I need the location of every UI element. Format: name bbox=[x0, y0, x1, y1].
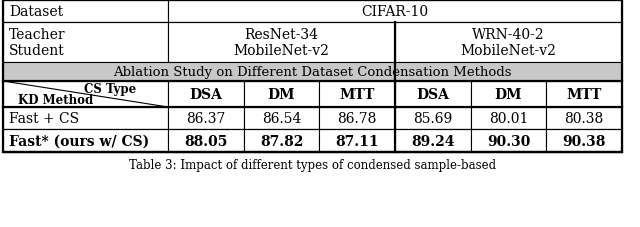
Text: MobileNet-v2: MobileNet-v2 bbox=[234, 44, 330, 58]
Bar bbox=[395, 108, 470, 129]
Bar bbox=[168, 108, 244, 129]
Text: Ablation Study on Different Dataset Condensation Methods: Ablation Study on Different Dataset Cond… bbox=[113, 66, 512, 79]
Text: 90.30: 90.30 bbox=[487, 134, 530, 148]
Bar bbox=[395, 129, 470, 152]
Bar bbox=[547, 129, 622, 152]
Text: ResNet-34: ResNet-34 bbox=[244, 28, 319, 42]
Text: Fast* (ours w/ CS): Fast* (ours w/ CS) bbox=[9, 134, 149, 148]
Text: CS Type: CS Type bbox=[84, 83, 136, 96]
Text: Teacher: Teacher bbox=[9, 28, 66, 42]
Bar bbox=[244, 108, 319, 129]
Bar bbox=[168, 23, 395, 63]
Text: MTT: MTT bbox=[339, 88, 375, 101]
Text: 86.78: 86.78 bbox=[337, 111, 377, 126]
Text: 88.05: 88.05 bbox=[184, 134, 228, 148]
Bar bbox=[547, 108, 622, 129]
Text: DM: DM bbox=[495, 88, 522, 101]
Text: MobileNet-v2: MobileNet-v2 bbox=[461, 44, 556, 58]
Text: 86.37: 86.37 bbox=[186, 111, 225, 126]
Text: WRN-40-2: WRN-40-2 bbox=[472, 28, 545, 42]
Text: 87.11: 87.11 bbox=[335, 134, 379, 148]
Text: MTT: MTT bbox=[566, 88, 602, 101]
Text: Student: Student bbox=[9, 44, 65, 58]
Bar bbox=[3, 63, 622, 82]
Text: KD Method: KD Method bbox=[18, 94, 93, 107]
Text: Table 3: Impact of different types of condensed sample-based: Table 3: Impact of different types of co… bbox=[129, 158, 496, 171]
Text: CIFAR-10: CIFAR-10 bbox=[362, 5, 429, 19]
Text: 80.38: 80.38 bbox=[564, 111, 604, 126]
Text: Fast + CS: Fast + CS bbox=[9, 111, 79, 126]
Bar bbox=[319, 108, 395, 129]
Bar bbox=[3, 1, 622, 152]
Text: DSA: DSA bbox=[417, 88, 449, 101]
Bar bbox=[3, 1, 168, 23]
Bar bbox=[319, 82, 395, 108]
Bar bbox=[3, 82, 168, 108]
Bar bbox=[168, 129, 244, 152]
Bar bbox=[470, 108, 547, 129]
Text: 89.24: 89.24 bbox=[411, 134, 454, 148]
Text: 85.69: 85.69 bbox=[413, 111, 452, 126]
Bar bbox=[395, 82, 470, 108]
Bar bbox=[470, 129, 547, 152]
Bar bbox=[395, 23, 622, 63]
Text: DSA: DSA bbox=[189, 88, 222, 101]
Bar bbox=[244, 129, 319, 152]
Text: 87.82: 87.82 bbox=[260, 134, 303, 148]
Bar bbox=[244, 82, 319, 108]
Bar bbox=[168, 1, 622, 23]
Bar bbox=[3, 108, 168, 129]
Bar bbox=[3, 129, 168, 152]
Bar bbox=[319, 129, 395, 152]
Text: 86.54: 86.54 bbox=[262, 111, 301, 126]
Bar bbox=[470, 82, 547, 108]
Text: DM: DM bbox=[268, 88, 295, 101]
Bar bbox=[547, 82, 622, 108]
Text: 90.38: 90.38 bbox=[563, 134, 606, 148]
Text: Dataset: Dataset bbox=[9, 5, 63, 19]
Text: 80.01: 80.01 bbox=[489, 111, 528, 126]
Bar bbox=[3, 23, 168, 63]
Bar bbox=[168, 82, 244, 108]
